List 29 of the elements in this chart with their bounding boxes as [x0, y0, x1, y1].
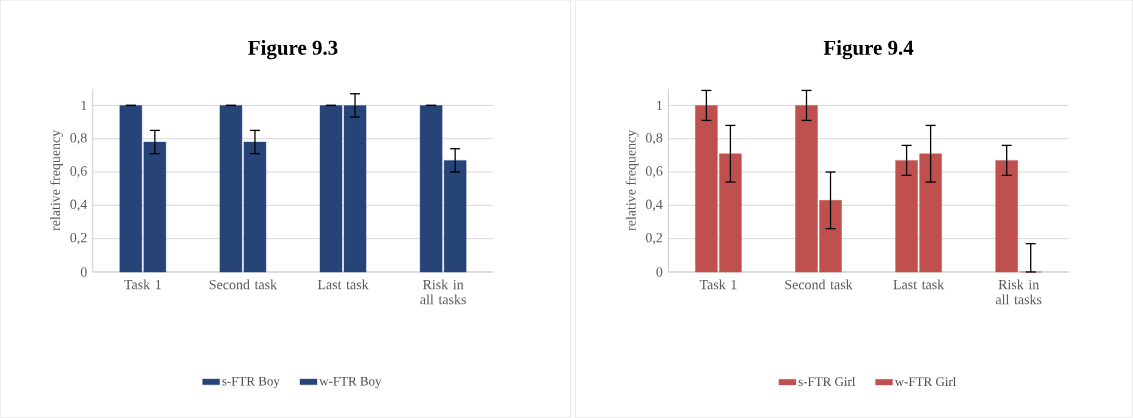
- legend-label: w-FTR Girl: [894, 376, 957, 387]
- y-axis-title: relative frequency: [50, 129, 63, 231]
- y-tick-label: 0,6: [645, 166, 663, 178]
- legend-label: s-FTR Girl: [798, 376, 856, 387]
- y-tick-label: 0: [80, 267, 87, 277]
- bar: [995, 160, 1018, 273]
- x-tick-label: Risk in all tasks: [995, 279, 1042, 305]
- y-tick-label: 0,6: [70, 166, 87, 178]
- y-tick-label: 1: [657, 100, 662, 111]
- x-tick-label: Second task: [785, 279, 853, 290]
- x-tick-label: Task 1: [124, 279, 161, 290]
- y-tick-label: 1: [81, 100, 87, 111]
- y-tick-label: 0,4: [645, 199, 663, 212]
- y-tick-label: 0: [656, 267, 663, 277]
- chart-title: Figure 9.4: [823, 40, 914, 60]
- y-tick-label: 0,4: [70, 199, 88, 212]
- x-tick-label: Risk in all tasks: [420, 279, 466, 305]
- legend-label: s-FTR Boy: [222, 376, 280, 389]
- y-tick-label: 0,8: [70, 133, 87, 145]
- chart-title: Figure 9.3: [248, 40, 338, 60]
- y-tick-label: 0,2: [645, 233, 663, 245]
- x-tick-label: Second task: [209, 279, 278, 290]
- y-tick-label: 0,8: [645, 133, 663, 145]
- x-tick-label: Last task: [317, 279, 369, 290]
- y-tick-label: 0,2: [70, 233, 87, 245]
- x-tick-label: Task 1: [699, 279, 737, 290]
- x-tick-label: Last task: [893, 279, 945, 290]
- legend-label: w-FTR Boy: [319, 376, 382, 389]
- y-axis-title: relative frequency: [625, 129, 639, 231]
